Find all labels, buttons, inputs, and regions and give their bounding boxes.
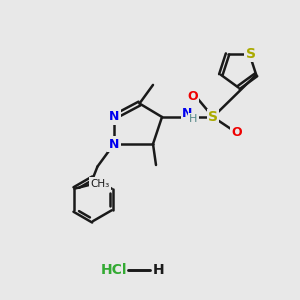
- Text: O: O: [187, 89, 198, 103]
- Text: N: N: [109, 110, 119, 124]
- Text: H: H: [153, 263, 165, 277]
- Text: N: N: [182, 107, 193, 120]
- Text: CH₃: CH₃: [90, 178, 110, 189]
- Text: HCl: HCl: [101, 263, 127, 277]
- Text: N: N: [109, 137, 119, 151]
- Text: S: S: [246, 47, 256, 61]
- Text: S: S: [208, 110, 218, 124]
- Text: O: O: [231, 125, 242, 139]
- Text: H: H: [189, 114, 198, 124]
